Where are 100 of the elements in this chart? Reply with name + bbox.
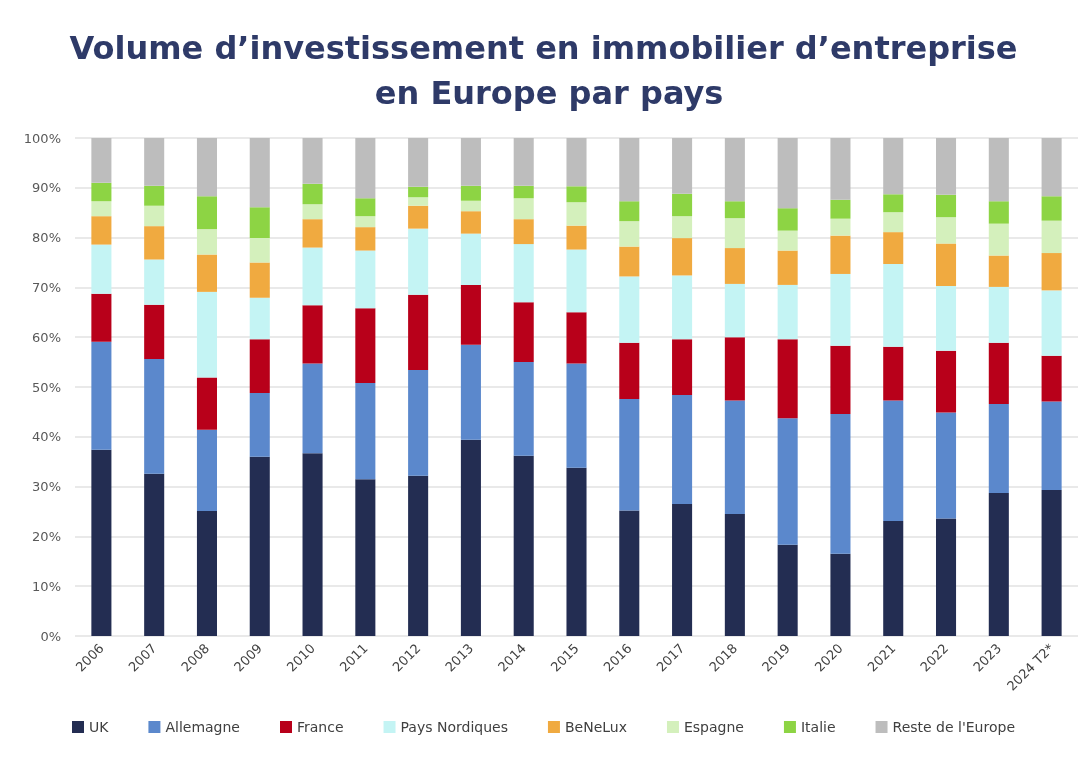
bar	[144, 226, 165, 260]
bar	[408, 228, 429, 295]
bar	[302, 305, 323, 364]
bar	[1041, 401, 1062, 491]
y-tick-label: 100%	[23, 130, 61, 146]
bar	[988, 223, 1009, 256]
bar	[249, 456, 270, 636]
bar	[672, 238, 693, 276]
bar	[196, 511, 217, 636]
bar	[355, 198, 376, 217]
y-tick-label: 70%	[32, 279, 61, 295]
bar	[302, 204, 323, 220]
bar	[1041, 138, 1062, 197]
legend-label: Reste de l'Europe	[892, 719, 1016, 735]
bar	[196, 429, 217, 511]
bar	[144, 304, 165, 360]
bar	[672, 193, 693, 217]
bar	[566, 186, 587, 203]
bar	[672, 216, 693, 239]
bar	[513, 219, 534, 245]
bar	[91, 449, 112, 636]
bar	[936, 217, 957, 244]
bar	[1041, 253, 1062, 291]
bar	[566, 138, 587, 187]
bar	[513, 138, 534, 186]
y-tick-label: 30%	[32, 479, 61, 495]
bar	[196, 254, 217, 292]
legend-label: UK	[88, 719, 110, 735]
bar	[355, 383, 376, 480]
bar	[672, 138, 693, 194]
bar	[249, 297, 270, 340]
bar	[936, 350, 957, 413]
bar	[302, 247, 323, 306]
y-tick-label: 60%	[32, 329, 61, 345]
y-tick-label: 50%	[32, 379, 61, 395]
bar	[408, 294, 429, 371]
bar	[830, 413, 851, 554]
bar	[566, 225, 587, 250]
bar	[144, 185, 165, 206]
bar	[777, 208, 798, 231]
bar	[619, 246, 640, 277]
bar	[302, 183, 323, 205]
bar	[355, 216, 376, 228]
bar	[1041, 220, 1062, 254]
bar	[619, 201, 640, 222]
bar	[513, 244, 534, 303]
bar	[144, 259, 165, 305]
bar	[513, 185, 534, 199]
bar	[460, 200, 481, 212]
bar	[777, 284, 798, 340]
y-tick-label: 90%	[32, 180, 61, 196]
bar	[460, 233, 481, 285]
bar	[302, 219, 323, 248]
bar	[460, 211, 481, 234]
bar	[936, 243, 957, 286]
bar	[513, 302, 534, 363]
bar	[619, 342, 640, 399]
bar	[302, 138, 323, 184]
bar	[196, 196, 217, 230]
bar	[144, 359, 165, 474]
bar	[830, 218, 851, 236]
legend-label: France	[296, 719, 344, 735]
bar	[460, 185, 481, 201]
bar	[883, 346, 904, 401]
bar	[724, 201, 745, 219]
bar	[724, 337, 745, 401]
bar	[249, 392, 270, 457]
bar	[249, 339, 270, 393]
bar	[724, 283, 745, 338]
bar	[777, 250, 798, 285]
y-tick-label: 40%	[32, 429, 61, 445]
bar	[777, 230, 798, 251]
bar	[408, 370, 429, 476]
legend-label: BeNeLux	[564, 719, 627, 735]
bar	[91, 138, 112, 183]
bar	[883, 520, 904, 636]
bar	[566, 202, 587, 226]
bar	[408, 186, 429, 198]
bar	[988, 493, 1009, 636]
bar	[672, 275, 693, 340]
bar	[830, 138, 851, 200]
bar	[302, 363, 323, 454]
bar	[408, 475, 429, 636]
bar	[249, 138, 270, 208]
bar	[91, 201, 112, 217]
bar	[936, 285, 957, 351]
bar	[196, 138, 217, 197]
bar	[513, 198, 534, 220]
bar	[936, 518, 957, 636]
bar	[988, 286, 1009, 343]
bar	[830, 273, 851, 346]
bar	[408, 138, 429, 187]
bar	[883, 212, 904, 233]
bar	[302, 453, 323, 636]
bar	[988, 138, 1009, 202]
bar	[988, 201, 1009, 224]
bar	[883, 194, 904, 213]
bar	[883, 263, 904, 347]
bar	[91, 341, 112, 450]
bar	[355, 227, 376, 251]
